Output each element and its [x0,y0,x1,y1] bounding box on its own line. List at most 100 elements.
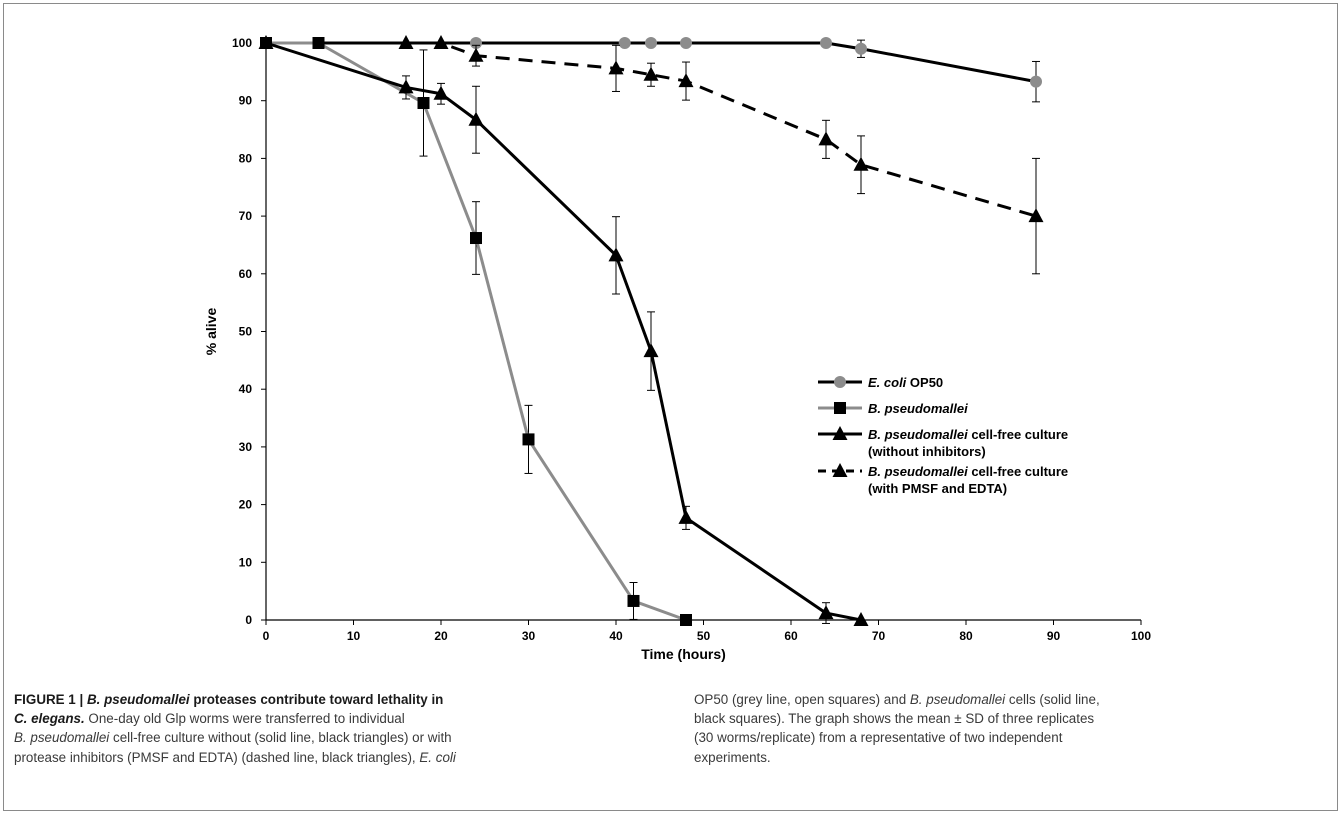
data-point [643,66,659,81]
data-point [618,37,631,49]
caption-text: protease inhibitors (PMSF and EDTA) (das… [14,749,420,765]
caption-line: experiments. [694,748,1314,767]
caption-text: OP50 (grey line, open squares) and [694,692,910,707]
series-3 [258,35,869,626]
legend-label: B. pseudomallei [868,401,968,416]
legend-label-line2: (without inhibitors) [868,444,986,459]
chart-axes: 0 10 20 30 40 50 60 70 80 90 100 0 10 20 30 40 50 60 70 80 9… [232,36,1151,643]
data-point [398,35,414,49]
x-tick-label: 20 [434,629,448,643]
caption-column-right: OP50 (grey line, open squares) and B. ps… [694,690,1314,767]
data-point [853,156,869,171]
legend-marker [834,376,846,388]
data-point [1030,75,1042,88]
data-point [1028,208,1044,223]
data-point [645,37,657,49]
caption-line: OP50 (grey line, open squares) and B. ps… [694,690,1314,709]
caption-text: E. coli [419,749,456,765]
caption-line: C. elegans. One-day old Glp worms were t… [14,709,659,728]
y-tick-label: 10 [239,555,253,569]
caption-text: B. pseudomallei [86,692,190,707]
legend-label-part: OP50 [906,375,943,390]
data-point [258,35,274,49]
y-tick-label: 100 [232,36,252,50]
data-point [680,614,692,626]
legend-label-part: B. pseudomallei [868,401,968,416]
y-tick-label: 80 [239,151,253,165]
data-point [468,111,484,126]
data-point [470,232,482,245]
data-point [433,85,449,100]
legend-label-part: B. pseudomallei [868,427,968,442]
data-point [608,60,624,75]
data-point [855,42,867,55]
data-point [522,433,535,446]
data-point [820,37,832,49]
data-point [680,37,692,49]
x-tick-label: 90 [1047,629,1061,643]
caption-line: black squares). The graph shows the mean… [694,709,1314,728]
caption-text: One-day old Glp worms were transferred t… [84,711,405,727]
y-tick-label: 20 [239,498,253,512]
legend-marker [832,463,848,477]
y-tick-label: 90 [239,94,253,108]
x-axis-label: Time (hours) [641,646,726,662]
caption-text: FIGURE 1 | [14,692,87,707]
legend-marker [832,426,848,440]
data-point [678,509,694,524]
y-axis-label: % alive [203,308,219,356]
series-4 [398,35,1044,275]
data-point [818,605,834,620]
caption-line: FIGURE 1 | B. pseudomallei proteases con… [14,690,659,709]
x-tick-label: 10 [347,629,361,643]
y-tick-label: 40 [239,382,253,396]
series-line [406,41,1037,218]
y-tick-label: 70 [239,209,253,223]
legend-label: B. pseudomallei cell-free culture [868,464,1068,479]
caption-text: experiments. [694,749,771,765]
data-point [470,37,482,49]
data-point [627,594,640,607]
caption-column-left: FIGURE 1 | B. pseudomallei proteases con… [14,690,659,767]
data-point [417,97,430,110]
data-point [853,612,869,626]
data-point [433,35,449,49]
data-point [312,37,325,49]
caption-text: B. pseudomallei [14,730,110,746]
x-tick-label: 0 [263,629,270,643]
series-line [265,41,862,622]
chart-series [258,35,1044,626]
x-tick-label: 60 [784,629,798,643]
caption-line: B. pseudomallei cell-free culture withou… [14,728,659,747]
y-tick-label: 0 [245,613,252,627]
x-tick-label: 80 [959,629,973,643]
data-point [398,79,414,94]
caption-text: cells (solid line, [1005,692,1100,707]
data-point [818,131,834,146]
x-tick-label: 70 [872,629,886,643]
data-point [608,247,624,262]
legend-label-part: cell-free culture [968,427,1068,442]
figure-frame [3,3,1338,811]
caption-text: (30 worms/replicate) from a representati… [694,730,1063,746]
x-tick-label: 40 [609,629,623,643]
caption-line: protease inhibitors (PMSF and EDTA) (das… [14,748,659,767]
caption-line: (30 worms/replicate) from a representati… [694,728,1314,747]
y-tick-label: 30 [239,440,253,454]
y-tick-label: 60 [239,267,253,281]
x-tick-label: 100 [1131,629,1151,643]
caption-text: cell-free culture without (solid line, b… [109,730,452,746]
legend-label-part: cell-free culture [968,464,1068,479]
y-tick-label: 50 [239,325,253,339]
legend-label: E. coli OP50 [868,375,943,390]
caption-text: B. pseudomallei [909,692,1006,707]
legend-marker [834,402,846,414]
x-tick-label: 50 [697,629,711,643]
caption-text: black squares). The graph shows the mean… [694,711,1095,727]
caption-text: C. elegans. [14,711,85,727]
legend-label-part: E. coli [868,375,907,390]
data-point [678,73,694,88]
legend-label: B. pseudomallei cell-free culture [868,427,1068,442]
data-point [643,343,659,358]
